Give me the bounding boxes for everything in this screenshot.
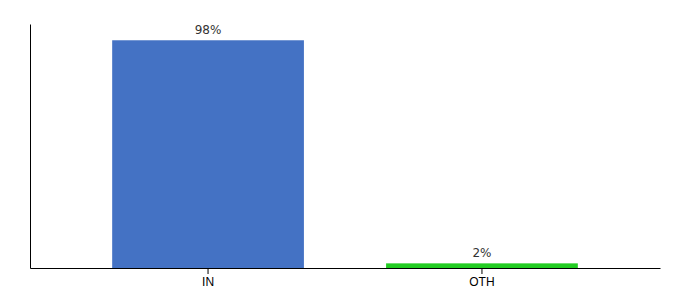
chart-svg: IN OTH 98% 2% <box>0 0 680 300</box>
y-axis <box>30 25 31 269</box>
data-label: 2% <box>472 246 491 260</box>
bars <box>112 40 578 268</box>
x-tick-mark <box>481 268 482 274</box>
y-axis-line <box>30 25 31 269</box>
bar <box>112 40 304 268</box>
chart-container: IN OTH 98% 2% <box>0 0 680 300</box>
x-axis-line <box>31 268 661 269</box>
x-tick-mark <box>208 268 209 274</box>
x-tick: IN <box>202 268 214 289</box>
bar <box>386 263 578 268</box>
data-label: 98% <box>195 23 222 37</box>
x-axis: IN OTH <box>31 268 661 289</box>
x-tick: OTH <box>469 268 494 289</box>
x-tick-label: OTH <box>469 275 494 289</box>
x-tick-label: IN <box>202 275 214 289</box>
plot-area: IN OTH 98% 2% <box>31 23 661 288</box>
data-labels: 98% 2% <box>195 23 492 260</box>
